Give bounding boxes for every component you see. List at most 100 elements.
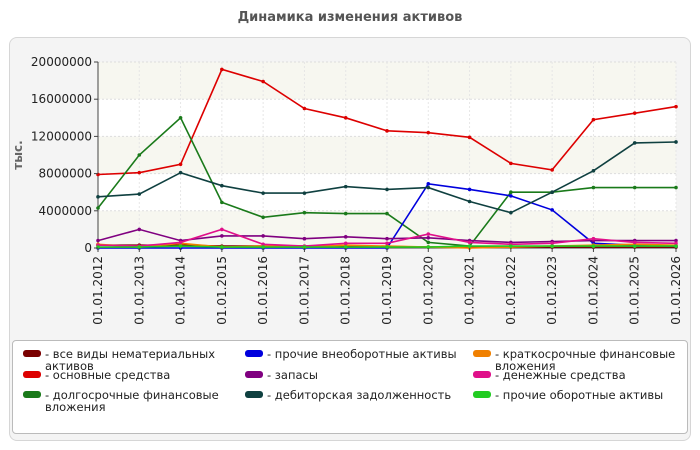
x-tick-label: 01.01.2024 [586, 256, 600, 325]
data-point [509, 161, 513, 166]
data-point [467, 244, 472, 248]
data-point [591, 169, 596, 173]
y-tick-label: 0 [84, 241, 92, 255]
legend-label: - дебиторская задолженность [267, 388, 452, 402]
x-tick-label: 01.01.2016 [256, 256, 270, 325]
data-point [674, 185, 678, 190]
data-point [261, 79, 265, 84]
legend-swatch [245, 350, 263, 357]
data-point [96, 195, 100, 199]
data-point [467, 199, 472, 204]
data-point [178, 170, 183, 175]
x-tick-label: 01.01.2020 [421, 256, 435, 325]
legend-label: - основные средства [45, 368, 171, 382]
data-point [385, 129, 389, 133]
legend-label: - краткосрочные финансовые вложения [495, 347, 676, 373]
x-tick-label: 01.01.2023 [545, 256, 559, 325]
data-point [674, 238, 678, 243]
data-point [220, 67, 224, 72]
legend-label: - долгосрочные финансовые вложения [45, 388, 219, 414]
legend-swatch [473, 350, 491, 357]
legend-swatch [473, 371, 491, 378]
data-point [509, 244, 513, 248]
data-point [137, 245, 142, 249]
data-point [343, 235, 348, 239]
x-tick-label: 01.01.2022 [504, 256, 518, 325]
data-point [302, 245, 307, 249]
data-point [302, 191, 307, 195]
y-tick-label: 12000000 [31, 129, 92, 143]
data-point [137, 170, 142, 175]
legend-swatch [23, 371, 41, 378]
data-point [550, 208, 554, 212]
data-point [426, 182, 431, 186]
data-point [426, 232, 431, 236]
series-group [96, 140, 678, 215]
data-point [261, 215, 265, 220]
y-tick-label: 20000000 [31, 55, 92, 69]
x-tick-label: 01.01.2012 [91, 256, 105, 325]
data-point [509, 194, 513, 198]
data-point [550, 190, 554, 194]
data-point [343, 184, 348, 189]
data-point [343, 211, 348, 216]
data-point [467, 135, 472, 140]
grid-band [98, 62, 676, 100]
data-point [343, 241, 348, 246]
data-point [426, 130, 431, 135]
legend-label: - денежные средства [495, 368, 626, 382]
data-point [426, 245, 431, 249]
data-point [509, 190, 513, 194]
data-point [137, 153, 142, 157]
legend-swatch [23, 350, 41, 357]
data-point [261, 234, 265, 238]
data-point [674, 104, 678, 109]
data-point [591, 244, 596, 248]
x-tick-label: 01.01.2019 [380, 256, 394, 325]
data-point [137, 192, 142, 196]
data-point [220, 227, 224, 232]
data-point [261, 242, 265, 247]
y-tick-label: 16000000 [31, 92, 92, 106]
data-point [385, 187, 389, 192]
legend-label: - прочие оборотные активы [495, 388, 664, 402]
data-point [220, 183, 224, 188]
data-point [178, 240, 183, 245]
data-point [343, 116, 348, 120]
data-point [550, 168, 554, 172]
y-ticks: 0 4000000 8000000 12000000 16000000 20000000 [31, 55, 98, 255]
data-point [220, 200, 224, 205]
x-tick-label: 01.01.2025 [628, 256, 642, 325]
data-point [302, 210, 307, 215]
data-point [220, 234, 224, 238]
data-point [632, 244, 637, 248]
data-point [467, 187, 472, 192]
data-point [302, 236, 307, 241]
x-tick-label: 01.01.2021 [463, 256, 477, 325]
data-point [426, 185, 431, 190]
data-point [674, 241, 678, 246]
x-tick-label: 01.01.2015 [215, 256, 229, 325]
data-point [178, 116, 183, 120]
data-point [261, 245, 265, 249]
data-point [632, 141, 637, 145]
data-point [426, 235, 431, 240]
series-group [96, 67, 678, 177]
chart-title: Динамика изменения активов [237, 10, 463, 25]
data-point [178, 244, 183, 248]
data-point [385, 245, 389, 249]
data-point [426, 240, 431, 245]
data-point [385, 211, 389, 216]
gridlines [94, 61, 677, 252]
data-point [343, 245, 348, 249]
y-tick-label: 4000000 [39, 204, 92, 218]
data-point [385, 236, 389, 241]
data-point [178, 162, 183, 167]
x-tick-label: 01.01.2026 [669, 256, 683, 325]
data-point [632, 185, 637, 190]
legend-label: - все виды нематериальных активов [45, 347, 216, 373]
data-point [632, 240, 637, 245]
legend: - все виды нематериальных активов - основ… [12, 340, 688, 434]
data-point [96, 238, 100, 243]
